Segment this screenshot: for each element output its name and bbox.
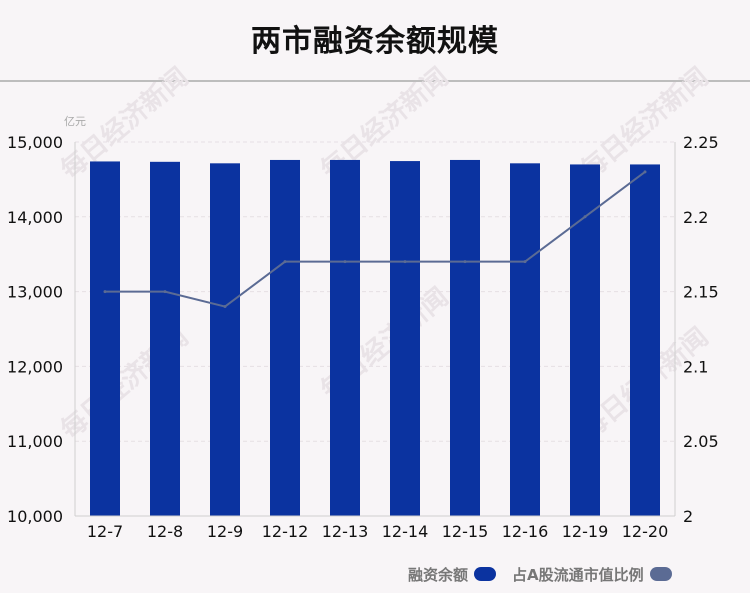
legend-item-balance: 融资余额: [408, 564, 497, 585]
line-point: [643, 170, 647, 174]
bar: [510, 163, 540, 516]
line-series: [103, 170, 647, 309]
x-tick-label: 12-7: [87, 522, 123, 541]
line-point: [283, 260, 287, 264]
bar: [630, 164, 660, 516]
line-point: [523, 260, 527, 264]
legend-item-ratio: 占A股流通市值比例: [512, 564, 672, 585]
y-right-tick-label: 2.2: [683, 208, 708, 227]
y-left-tick-label: 14,000: [7, 208, 63, 227]
line-point: [583, 215, 587, 219]
legend-swatch-balance: [474, 567, 497, 581]
y-right-tick-label: 2.25: [683, 133, 719, 152]
y-left-unit-label: 亿元: [64, 115, 86, 128]
x-tick-label: 12-13: [322, 522, 369, 541]
line-point: [343, 260, 347, 264]
y-left-tick-label: 15,000: [7, 133, 63, 152]
bar-series: [90, 159, 660, 516]
y-right-tick-label: 2.1: [683, 357, 708, 376]
legend-swatch-ratio: [649, 567, 672, 581]
line-point: [163, 290, 167, 294]
x-tick-label: 12-15: [442, 522, 489, 541]
y-left-tick-label: 11,000: [7, 432, 63, 451]
bar: [90, 161, 120, 516]
x-tick-label: 12-8: [147, 522, 183, 541]
y-right-tick-label: 2.15: [683, 283, 719, 302]
legend: 融资余额 占A股流通市值比例: [408, 562, 672, 586]
line-point: [463, 260, 467, 264]
y-right-tick-label: 2: [683, 507, 693, 526]
axes: 10,000 11,000 12,000 13,000 14,000 15,000 2 2.0…: [7, 115, 719, 541]
y-left-tick-label: 12,000: [7, 357, 63, 376]
ratio-line: [105, 171, 646, 308]
bar: [330, 159, 360, 516]
bar: [450, 159, 480, 516]
legend-label-ratio: 占A股流通市值比例: [512, 565, 644, 584]
bar: [210, 163, 240, 516]
line-point: [223, 305, 227, 309]
chart-title: 两市融资余额规模: [251, 24, 499, 59]
line-point: [103, 290, 107, 294]
bar: [270, 159, 300, 516]
x-tick-label: 12-19: [562, 522, 609, 541]
bar: [150, 161, 180, 516]
title-divider: [0, 80, 750, 82]
x-tick-label: 12-12: [262, 522, 309, 541]
line-point: [403, 260, 407, 264]
legend-label-balance: 融资余额: [408, 565, 469, 584]
x-tick-label: 12-9: [207, 522, 243, 541]
y-left-tick-label: 10,000: [7, 507, 63, 526]
x-tick-label: 12-16: [502, 522, 549, 541]
y-right-tick-label: 2.05: [683, 432, 719, 451]
bar: [390, 161, 420, 516]
x-tick-label: 12-20: [622, 522, 669, 541]
y-left-tick-label: 13,000: [7, 283, 63, 302]
x-tick-label: 12-14: [382, 522, 429, 541]
